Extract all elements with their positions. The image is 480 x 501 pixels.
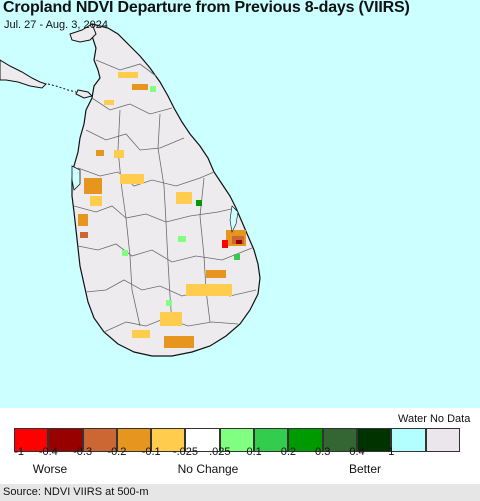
legend-tick-label: -0.4	[38, 446, 58, 458]
legend-tick-label: -0.2	[107, 446, 127, 458]
legend-swatch-8	[288, 428, 323, 452]
water-no-data-label: Water No Data	[398, 413, 471, 425]
legend-tick-label: 1	[388, 446, 395, 458]
jaffna-peninsula	[69, 23, 97, 43]
kalpitiya-lagoon	[71, 165, 81, 191]
sri-lanka-map	[0, 23, 261, 357]
legend-swatch-7	[254, 428, 289, 452]
legend-swatch-9	[322, 428, 357, 452]
legend-swatch-5	[185, 428, 220, 452]
footer: Source: NDVI VIIRS at 500-m	[0, 484, 480, 501]
legend-tick-label: -.025	[172, 446, 199, 458]
legend-worse-label: Worse	[32, 462, 68, 476]
decline-speckles	[78, 72, 246, 348]
batticaloa-lagoon	[229, 205, 239, 233]
legend-tick-label: -0.1	[141, 446, 161, 458]
legend: Water No Data	[0, 408, 480, 480]
legend-swatch-4	[151, 428, 186, 452]
legend-swatch-11	[391, 428, 426, 452]
india-coast	[0, 59, 47, 89]
source-text: Source: NDVI VIIRS at 500-m	[3, 486, 149, 498]
legend-tick-label: 0.1	[246, 446, 262, 458]
page-title: Cropland NDVI Departure from Previous 8-…	[3, 0, 410, 16]
improvement-speckles	[122, 86, 240, 306]
legend-tick-label: 0.4	[349, 446, 365, 458]
legend-swatch-3	[116, 428, 152, 452]
mannar-island	[75, 89, 93, 99]
legend-swatch-2	[82, 428, 117, 452]
legend-swatch-6	[219, 428, 255, 452]
legend-tick-label: -1	[14, 446, 25, 458]
legend-color-bar	[14, 428, 460, 452]
legend-no-change-label: No Change	[177, 462, 239, 476]
legend-swatch-12	[425, 428, 460, 452]
legend-tick-label: .025	[209, 446, 231, 458]
legend-swatch-1	[48, 428, 83, 452]
legend-better-label: Better	[348, 462, 382, 476]
legend-tick-label: 0.3	[315, 446, 331, 458]
date-range: Jul. 27 - Aug. 3, 2024	[4, 19, 108, 31]
map-area: Cropland NDVI Departure from Previous 8-…	[0, 0, 480, 408]
legend-ticks: -1 -0.4 -0.3 -0.2 -0.1 -.025 .025 0.1 0.2 0.3 0.4 1	[0, 446, 480, 462]
legend-swatch-10	[356, 428, 392, 452]
legend-tick-label: 0.2	[280, 446, 297, 458]
legend-tick-label: -0.3	[73, 446, 93, 458]
adams-bridge	[47, 83, 77, 93]
legend-swatch-0	[14, 428, 49, 452]
